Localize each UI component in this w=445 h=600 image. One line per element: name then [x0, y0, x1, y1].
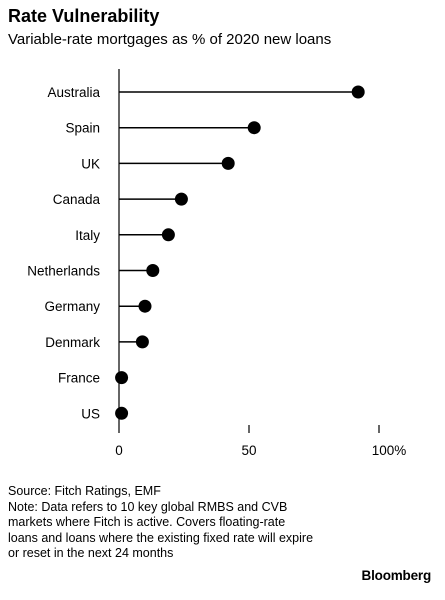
lollipop-point [135, 335, 149, 349]
category-label: Netherlands [27, 264, 100, 279]
x-tick-label: 100% [372, 443, 407, 458]
lollipop-point [146, 264, 160, 277]
lollipop-row: Germany [44, 299, 152, 314]
lollipop-point [247, 121, 261, 135]
lollipop-point [221, 156, 235, 170]
category-label: Spain [65, 121, 100, 136]
chart-footer: Source: Fitch Ratings, EMF Note: Data re… [8, 484, 318, 562]
lollipop-point [351, 85, 365, 99]
x-tick-label: 0 [115, 443, 123, 458]
chart-rows: Australia Spain UK Canada Italy Netherlands Ge… [27, 85, 365, 421]
note-text: Note: Data refers to 10 key global RMBS … [8, 499, 314, 561]
lollipop-row: Canada [53, 192, 188, 207]
lollipop-row: Netherlands [27, 264, 160, 279]
category-label: UK [81, 156, 100, 171]
category-label: US [81, 406, 100, 421]
category-label: Canada [53, 192, 101, 207]
category-label: France [58, 371, 100, 386]
lollipop-point [138, 299, 152, 313]
lollipop-point [115, 371, 129, 385]
chart-title: Rate Vulnerability [8, 6, 160, 26]
lollipop-row: US [81, 406, 129, 421]
x-tick-label: 50 [241, 443, 256, 458]
lollipop-row: Denmark [45, 335, 149, 350]
lollipop-row: Spain [65, 121, 261, 136]
lollipop-chart: Australia Spain UK Canada Italy Netherlands Ge… [27, 69, 406, 458]
bloomberg-logo: Bloomberg [361, 568, 432, 583]
lollipop-row: UK [81, 156, 235, 171]
category-label: Australia [47, 85, 100, 100]
lollipop-row: France [58, 371, 129, 386]
x-axis-ticks: 0 50 100% [115, 425, 406, 458]
lollipop-point [115, 406, 129, 420]
source-text: Source: Fitch Ratings, EMF [8, 484, 161, 498]
lollipop-row: Australia [47, 85, 365, 100]
category-label: Denmark [45, 335, 100, 350]
category-label: Germany [44, 299, 100, 314]
chart-subtitle: Variable-rate mortgages as % of 2020 new… [8, 31, 332, 48]
lollipop-point [174, 192, 188, 206]
lollipop-point [161, 228, 175, 242]
category-label: Italy [75, 228, 100, 243]
lollipop-row: Italy [75, 228, 175, 243]
